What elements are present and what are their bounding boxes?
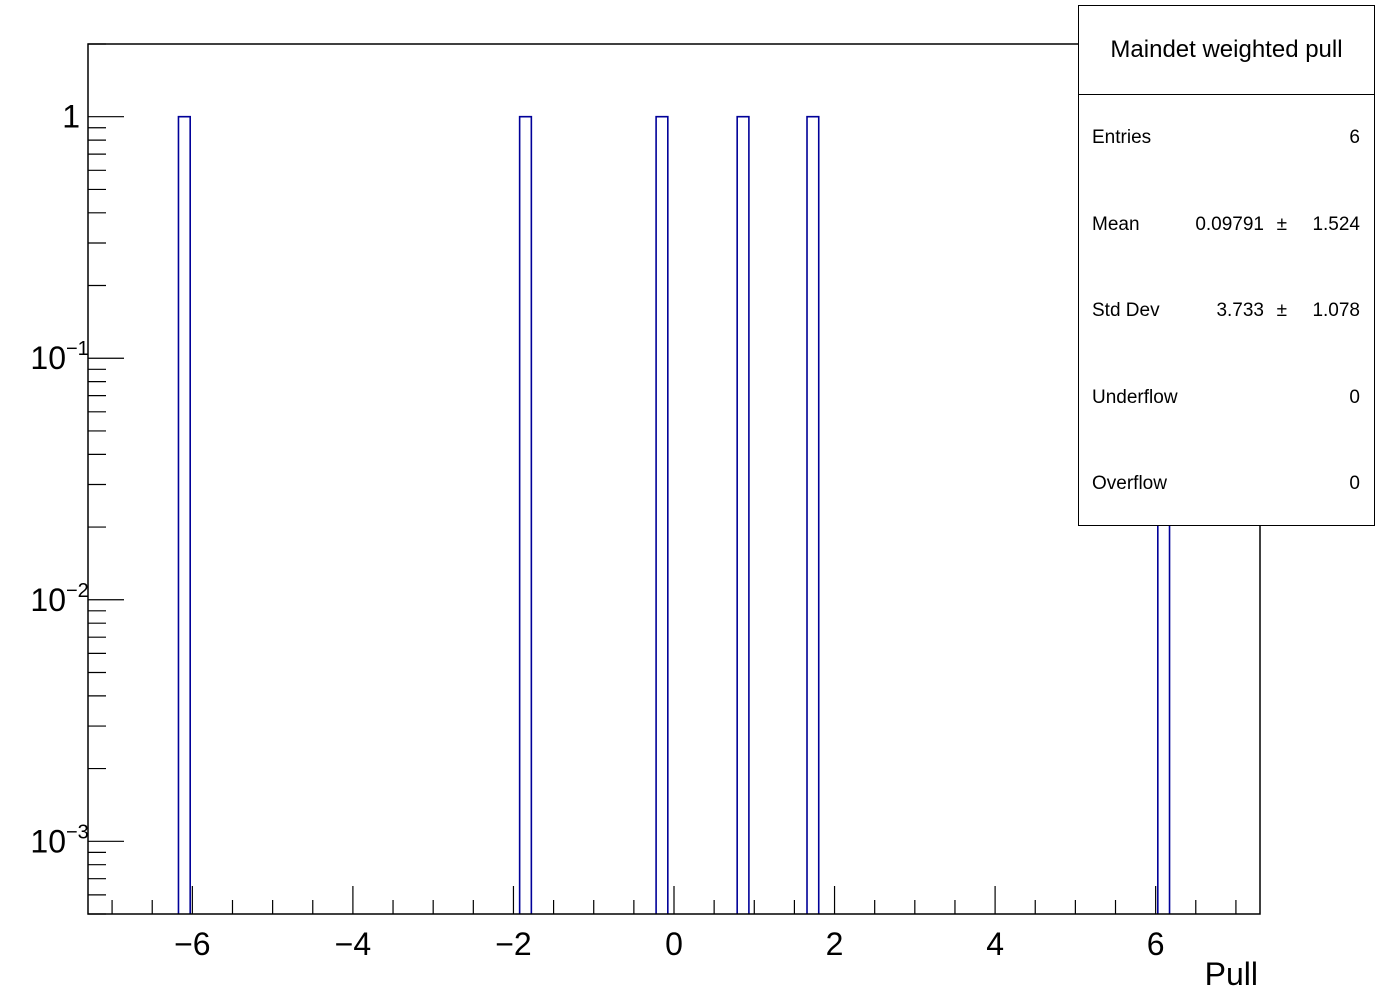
underflow-label: Underflow bbox=[1092, 386, 1178, 408]
histogram-bar bbox=[655, 115, 669, 914]
y-tick-label: 10 bbox=[30, 340, 66, 376]
mean-value: 0.09791 bbox=[1195, 213, 1264, 235]
stats-row-underflow: Underflow 0 bbox=[1079, 355, 1374, 442]
stddev-label: Std Dev bbox=[1092, 300, 1160, 322]
histogram-bar bbox=[177, 115, 191, 914]
stddev-plusminus: ± bbox=[1276, 300, 1287, 322]
x-tick-label: 4 bbox=[986, 926, 1004, 962]
stats-row-entries: Entries 6 bbox=[1079, 95, 1374, 182]
y-tick-exponent: −2 bbox=[66, 580, 89, 602]
x-tick-label: −4 bbox=[335, 926, 371, 962]
y-tick-label: 10 bbox=[30, 582, 66, 618]
stats-row-overflow: Overflow 0 bbox=[1079, 441, 1374, 528]
underflow-value: 0 bbox=[1349, 386, 1360, 408]
y-axis-ticks: 110−110−210−3 bbox=[30, 43, 124, 915]
stats-title: Maindet weighted pull bbox=[1079, 6, 1374, 95]
histogram-bar bbox=[518, 115, 533, 914]
stats-box: Maindet weighted pull Entries 6 Mean 0.0… bbox=[1078, 5, 1375, 526]
x-tick-label: 0 bbox=[665, 926, 683, 962]
mean-error: 1.524 bbox=[1312, 213, 1360, 235]
stddev-value: 3.733 bbox=[1216, 300, 1264, 322]
x-tick-label: −6 bbox=[174, 926, 210, 962]
mean-label: Mean bbox=[1092, 213, 1140, 235]
overflow-value: 0 bbox=[1349, 473, 1360, 495]
stddev-error: 1.078 bbox=[1312, 300, 1360, 322]
histogram-bar bbox=[736, 115, 750, 914]
x-tick-label: 2 bbox=[826, 926, 844, 962]
entries-label: Entries bbox=[1092, 127, 1152, 148]
y-tick-label: 1 bbox=[62, 99, 80, 135]
y-tick-exponent: −3 bbox=[66, 821, 89, 843]
stats-row-mean: Mean 0.09791 ± 1.524 bbox=[1079, 182, 1374, 269]
y-tick-label: 10 bbox=[30, 823, 66, 859]
histogram-bars bbox=[177, 115, 1171, 914]
mean-plusminus: ± bbox=[1276, 213, 1287, 235]
x-tick-label: 6 bbox=[1147, 926, 1165, 962]
histogram-bar bbox=[806, 115, 820, 914]
entries-value: 6 bbox=[1349, 127, 1360, 148]
x-axis-ticks: −6 −4 −2 0 2 4 6 bbox=[111, 886, 1237, 962]
x-axis-title: Pull bbox=[1205, 956, 1258, 992]
x-tick-label: −2 bbox=[495, 926, 531, 962]
overflow-label: Overflow bbox=[1092, 473, 1167, 495]
stats-row-stddev: Std Dev 3.733 ± 1.078 bbox=[1079, 268, 1374, 355]
y-tick-exponent: −1 bbox=[66, 338, 89, 360]
